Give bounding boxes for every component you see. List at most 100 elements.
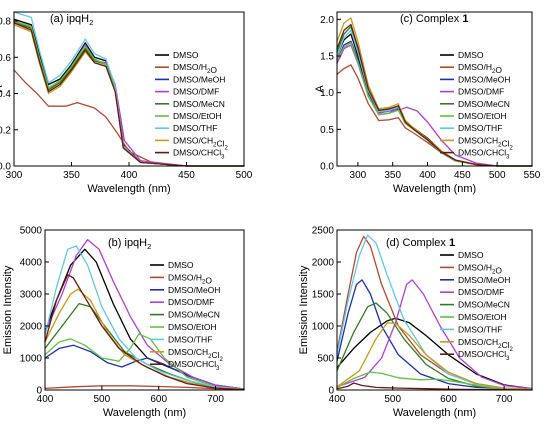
chart-title: (b) ipqH2 — [108, 237, 151, 251]
y-tick-label: 0.0 — [0, 162, 11, 173]
y-tick-label: 500 — [317, 354, 334, 365]
x-axis-label: Wavelength (nm) — [393, 407, 476, 419]
x-tick-label: 400 — [419, 170, 436, 181]
series-group — [336, 17, 533, 167]
x-tick-label: 500 — [384, 394, 401, 405]
legend-entry: DMSO/DMF — [458, 87, 504, 97]
y-tick-label: 2.0 — [320, 15, 334, 26]
y-tick-label: 1.0 — [320, 88, 334, 99]
series-line-dmso-ch2cl2 — [336, 322, 533, 391]
x-tick-label: 400 — [121, 170, 138, 181]
legend-entry: DMSO — [168, 260, 194, 270]
chart-panel-4: 400 500 600 700 0 500 1000 1500 2000 2500 Waveleng… — [298, 226, 533, 419]
y-tick-label: 2500 — [312, 226, 335, 237]
legend-entry: DMSO/MeOH — [173, 74, 225, 84]
legend-entry: DMSO/CHCl3 — [458, 148, 510, 161]
y-axis-label: A — [314, 85, 326, 93]
y-tick-label: 1500 — [312, 290, 335, 301]
series-line-dmso-chcl3 — [44, 274, 245, 391]
y-tick-label: 1.5 — [320, 52, 334, 63]
series-line-dmso-thf — [44, 245, 245, 391]
legend-entry: DMSO/CHCl3 — [458, 349, 510, 362]
x-tick-label: 450 — [178, 170, 195, 181]
legend-entry: DMSO/EtOH — [168, 322, 217, 332]
legend-entry: DMSO/THF — [168, 334, 212, 344]
y-tick-label: 5000 — [20, 226, 43, 237]
x-axis-label: Wavelength (nm) — [87, 183, 170, 195]
legend-entry: DMSO/EtOH — [458, 312, 507, 322]
legend-entry: DMSO/MeCN — [458, 300, 510, 310]
x-tick-label: 600 — [440, 394, 457, 405]
x-tick-label: 550 — [524, 170, 541, 181]
series-line-dmso-etoh — [44, 333, 245, 391]
y-tick-label: 0.6 — [0, 53, 11, 64]
legend-entry: DMSO/H2O — [173, 62, 217, 75]
x-tick-label: 350 — [63, 170, 80, 181]
y-tick-label: 0 — [328, 386, 334, 397]
series-line-dmso-etoh — [336, 371, 533, 391]
x-tick-label: 350 — [384, 170, 401, 181]
plot-frame — [336, 11, 533, 167]
legend-entry: DMSO/MeCN — [173, 99, 225, 109]
legend-entry: DMSO/MeCN — [168, 310, 220, 320]
legend-entry: DMSO/MeOH — [458, 74, 510, 84]
legend-entry: DMSO/EtOH — [458, 111, 507, 121]
chart-panel-2: 300 350 400 450 500 550 0.0 0.5 1.0 1.5 2.0 Wavelen… — [314, 11, 541, 195]
y-tick-label: 4000 — [20, 258, 43, 269]
series-line-dmso-h2o — [44, 385, 245, 391]
legend-entry: DMSO/CH2Cl2 — [173, 135, 228, 151]
y-axis-label: A — [0, 85, 5, 93]
legend-entry: DMSO/THF — [173, 123, 217, 133]
x-axis-label: Wavelength (nm) — [393, 183, 476, 195]
y-tick-label: 0.0 — [320, 162, 334, 173]
legend-entry: DMSO/MeCN — [458, 99, 510, 109]
x-tick-label: 450 — [454, 170, 471, 181]
legend-entry: DMSO/CH2Cl2 — [168, 347, 223, 363]
y-tick-label: 0.4 — [0, 89, 11, 100]
legend-entry: DMSO/THF — [458, 324, 502, 334]
y-tick-label: 1000 — [312, 322, 335, 333]
x-tick-label: 700 — [496, 394, 513, 405]
chart-panel-3: 400 500 600 700 0 1000 2000 3000 4000 5000 Wavelen… — [2, 226, 245, 419]
y-tick-label: 2000 — [312, 258, 335, 269]
series-line-dmso-meoh — [336, 279, 533, 391]
series-group — [13, 11, 245, 167]
y-tick-label: 0.5 — [320, 125, 334, 136]
y-tick-label: 0.8 — [0, 17, 11, 28]
legend-entry: DMSO — [173, 50, 199, 60]
legend-entry: DMSO/DMF — [173, 87, 219, 97]
legend-entry: DMSO — [458, 50, 484, 60]
x-tick-label: 300 — [350, 170, 367, 181]
legend-entry: DMSO/MeOH — [458, 275, 510, 285]
legend-entry: DMSO/H2O — [168, 272, 212, 285]
series-group — [44, 238, 245, 391]
plot-frame — [44, 229, 245, 391]
series-line-dmso-chcl3 — [336, 23, 533, 167]
y-axis-label: Emission Intensity — [298, 265, 310, 354]
y-tick-label: 2000 — [20, 322, 43, 333]
series-line-dmso-dmf — [336, 279, 533, 390]
y-axis-label: Emission Intensity — [2, 265, 14, 354]
y-tick-label: 1000 — [20, 354, 43, 365]
legend-entry: DMSO/CHCl3 — [168, 359, 220, 372]
legend-entry: DMSO/THF — [458, 123, 502, 133]
x-tick-label: 600 — [150, 394, 167, 405]
series-line-dmso-dmf — [44, 238, 245, 390]
x-tick-label: 700 — [207, 394, 224, 405]
legend-entry: DMSO — [458, 250, 484, 260]
series-line-dmso — [336, 317, 533, 390]
legend-entry: DMSO/CH2Cl2 — [458, 135, 513, 151]
legend-entry: DMSO/MeOH — [168, 285, 220, 295]
y-tick-label: 0.2 — [0, 125, 11, 136]
x-tick-label: 500 — [236, 170, 253, 181]
x-tick-label: 400 — [37, 394, 54, 405]
x-tick-label: 500 — [489, 170, 506, 181]
plot-frame — [336, 229, 533, 391]
x-tick-label: 400 — [329, 394, 346, 405]
x-tick-label: 300 — [6, 170, 23, 181]
